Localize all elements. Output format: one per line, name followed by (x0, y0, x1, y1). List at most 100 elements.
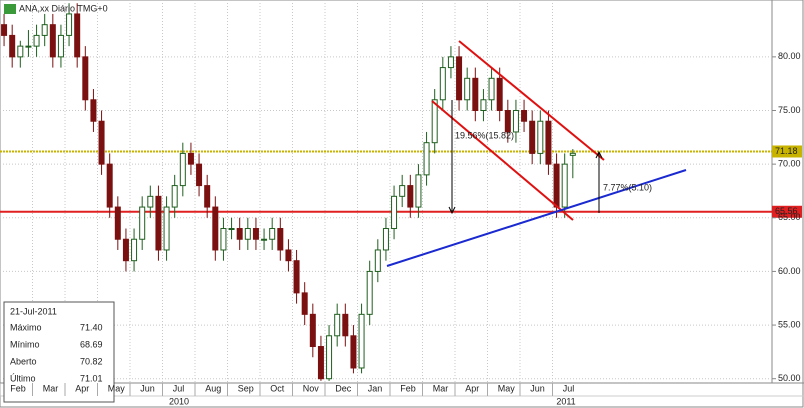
candle-body (49, 24, 56, 58)
x-tick-label: Jul (563, 383, 575, 393)
candle-body (139, 206, 146, 240)
candle-body (293, 260, 300, 294)
candle-body (41, 24, 48, 36)
info-frame (3, 301, 115, 403)
candle-body (464, 77, 471, 101)
candle-body (90, 99, 97, 122)
info-label: Máximo (10, 322, 42, 332)
x-tick-label: May (498, 383, 516, 393)
info-label: Último (10, 373, 36, 383)
x-tick-label: Oct (270, 383, 285, 393)
annotation: 7.77%(5.10) (603, 182, 652, 192)
level-tag (772, 145, 802, 158)
candle-body (155, 195, 162, 251)
candle-body (334, 313, 341, 337)
candle-body (212, 206, 219, 251)
info-label: Aberto (10, 356, 37, 366)
candle-body (512, 110, 519, 133)
candle-body (236, 228, 243, 240)
candle-body (561, 163, 568, 208)
y-tick-label: 50.00 (778, 373, 801, 383)
candle-body (342, 313, 349, 337)
y-tick-label: 75.00 (778, 105, 801, 115)
candle-body (504, 110, 511, 133)
candle-body (74, 13, 81, 58)
candle-body (269, 228, 276, 240)
candle-body (17, 45, 24, 58)
candle-body (496, 77, 503, 112)
candle-body (106, 163, 113, 208)
x-tick-label: Apr (75, 383, 89, 393)
candle-body (399, 185, 406, 197)
info-box: 21-Jul-2011 Máximo 71.40 Mínimo 68.69 Aberto… (3, 301, 115, 403)
x-tick-label: May (108, 383, 126, 393)
x-tick-label: Dec (335, 383, 352, 393)
candle-body (472, 77, 479, 112)
candle-body (447, 56, 454, 69)
candle-body (66, 13, 73, 36)
info-value: 71.01 (80, 373, 103, 383)
y-tick-label: 80.00 (778, 51, 801, 61)
candle-body (415, 174, 422, 208)
y-tick-label: 65.00 (778, 212, 801, 222)
candle-body (244, 228, 251, 240)
candle-body (147, 195, 154, 208)
annotation: 19.56%(15.82) (455, 130, 514, 140)
candle-body (423, 142, 430, 176)
candle-body (358, 313, 365, 369)
candle-body (220, 228, 227, 251)
candle-body (114, 206, 121, 240)
x-tick-label: Mar (43, 383, 59, 393)
candle-body (252, 228, 259, 240)
candle-body (431, 99, 438, 144)
y-tick-label: 70.00 (778, 159, 801, 169)
levels: 71.18 65.56 (0, 145, 802, 218)
icon (4, 4, 16, 14)
candle-body (309, 313, 316, 348)
candle-body (131, 238, 138, 262)
trend-line (386, 169, 687, 267)
grid (0, 0, 772, 383)
level-tag (772, 205, 802, 218)
candle-body (569, 152, 576, 156)
x-tick-label: Jul (173, 383, 185, 393)
candle-body (98, 120, 105, 165)
candle-body (82, 56, 89, 101)
candle-body (488, 77, 495, 101)
candle-body (196, 163, 203, 187)
x-tick-label: Nov (303, 383, 320, 393)
candle-body (529, 120, 536, 154)
candle-body (407, 185, 414, 208)
x-tick-label: Sep (238, 383, 254, 393)
candle-body (456, 56, 463, 101)
y-tick-label: 60.00 (778, 266, 801, 276)
info-label: Mínimo (10, 339, 40, 349)
candle-body (374, 249, 381, 272)
candle-body (9, 34, 16, 58)
candle-body (439, 67, 446, 101)
candle-body (537, 120, 544, 154)
info-value: 71.40 (80, 322, 103, 332)
x-tick-label: Jun (530, 383, 545, 393)
info-value: 70.82 (80, 356, 103, 366)
candle-body (317, 346, 324, 380)
candle-body (350, 335, 357, 369)
candle-body (179, 152, 186, 187)
candle-body (25, 45, 32, 48)
candle-body (187, 152, 194, 165)
candle-body (366, 270, 373, 315)
candle-body (204, 185, 211, 208)
level-label: 71.18 (775, 146, 798, 156)
info-date: 21-Jul-2011 (10, 306, 57, 316)
chart-title: ANA,xx Diário TMG+0 (19, 3, 108, 13)
candle-body (228, 228, 235, 231)
info-rows: Máximo 71.40 Mínimo 68.69 Aberto 70.82 Último 7… (10, 322, 103, 383)
arrow-head (448, 206, 456, 215)
candle-body (285, 249, 292, 262)
candle-body (1, 24, 8, 36)
candle-body (545, 120, 552, 165)
candle-body (553, 163, 560, 208)
candle-body (391, 195, 398, 230)
